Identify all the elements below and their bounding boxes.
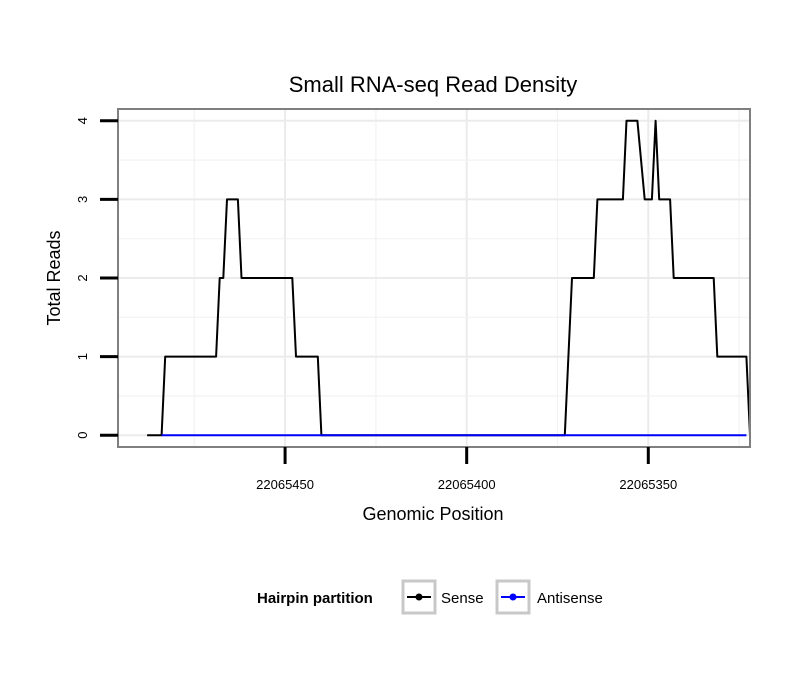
x-tick-label: 22065350 bbox=[619, 477, 677, 492]
y-tick-label: 3 bbox=[75, 196, 90, 203]
legend-marker-antisense bbox=[509, 593, 517, 601]
x-axis-title: Genomic Position bbox=[362, 504, 503, 524]
x-tick-label: 22065450 bbox=[256, 477, 314, 492]
legend-item-antisense: Antisense bbox=[495, 579, 603, 615]
chart-title: Small RNA-seq Read Density bbox=[289, 72, 578, 97]
y-tick-label: 1 bbox=[75, 353, 90, 360]
y-tick-label: 2 bbox=[75, 274, 90, 281]
grid-lines bbox=[118, 109, 750, 447]
plot-panel bbox=[117, 108, 751, 448]
legend-label-antisense: Antisense bbox=[537, 590, 603, 607]
axes: 22065450 22065400 22065350 0 1 2 3 4 bbox=[75, 117, 677, 492]
data-series bbox=[147, 119, 751, 437]
legend-marker-sense bbox=[415, 593, 423, 601]
legend: Hairpin partition Sense Antisense bbox=[257, 579, 603, 615]
legend-label-sense: Sense bbox=[441, 590, 484, 607]
y-tick-label: 0 bbox=[75, 432, 90, 439]
legend-title: Hairpin partition bbox=[257, 590, 373, 607]
y-axis-title: Total Reads bbox=[44, 230, 64, 325]
x-tick-label: 22065400 bbox=[438, 477, 496, 492]
legend-item-sense: Sense bbox=[401, 579, 484, 615]
y-tick-label: 4 bbox=[75, 117, 90, 124]
